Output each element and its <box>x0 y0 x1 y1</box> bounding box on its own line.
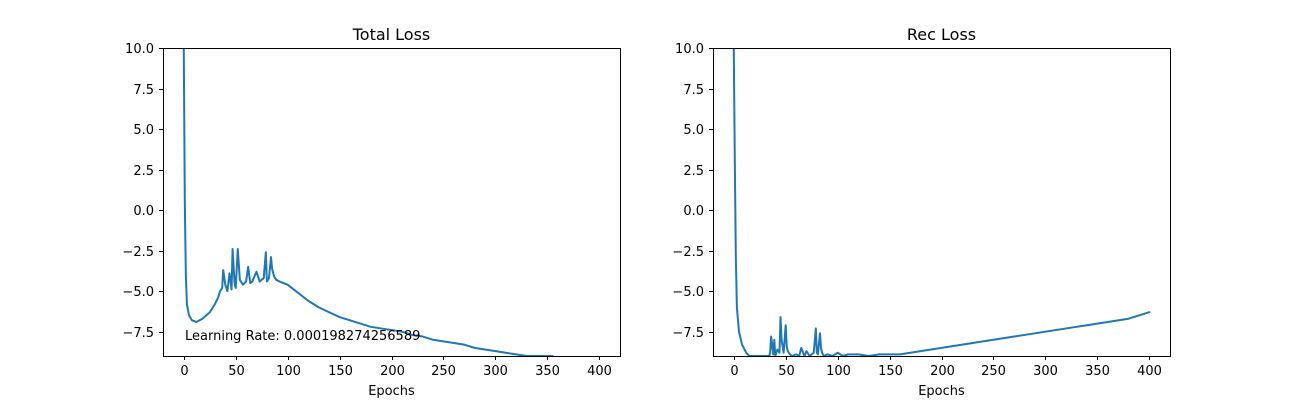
x-tick-label: 350 <box>535 364 560 379</box>
learning-rate-annotation: Learning Rate: 0.000198274256589 <box>185 329 420 344</box>
y-tick-label: 5.0 <box>133 123 154 138</box>
x-tick-label: 300 <box>1033 364 1058 379</box>
x-tick-label: 100 <box>276 364 301 379</box>
y-tick-label: −5.0 <box>122 285 154 300</box>
x-tick-label: 350 <box>1085 364 1110 379</box>
y-tick-label: 7.5 <box>683 83 704 98</box>
x-tick-label: 150 <box>328 364 353 379</box>
plot-frame <box>713 48 1171 357</box>
chart-title: Rec Loss <box>907 25 976 44</box>
x-tick-label: 50 <box>778 364 795 379</box>
rec-loss-panel: 0 50 100 150 200 250 300 350 400 −7.5 −5.0 −2.5 0.0 2… <box>672 25 1171 399</box>
x-axis-label: Epochs <box>368 384 415 399</box>
x-tick-label: 200 <box>380 364 405 379</box>
y-tick-label: −7.5 <box>122 326 154 341</box>
y-tick-label: 7.5 <box>133 83 154 98</box>
plot-frame <box>163 48 621 357</box>
total-loss-panel: 0 50 100 150 200 250 300 350 400 −7.5 −5.0 −2.5 0.0 2… <box>122 25 621 399</box>
x-tick-label: 150 <box>878 364 903 379</box>
y-tick-label: 2.5 <box>683 164 704 179</box>
y-tick-label: 10.0 <box>675 42 704 57</box>
x-tick-label: 250 <box>981 364 1006 379</box>
y-tick-label: 2.5 <box>133 164 154 179</box>
y-tick-label: 5.0 <box>683 123 704 138</box>
x-tick-label: 400 <box>1137 364 1162 379</box>
series-line <box>732 48 1151 356</box>
x-tick-label: 200 <box>930 364 955 379</box>
x-tick-label: 0 <box>730 364 738 379</box>
x-tick-label: 300 <box>483 364 508 379</box>
y-tick-label: 10.0 <box>125 42 154 57</box>
x-tick-label: 400 <box>587 364 612 379</box>
y-tick-label: 0.0 <box>133 204 154 219</box>
series-line <box>182 48 554 356</box>
y-tick-label: −5.0 <box>672 285 704 300</box>
x-axis-label: Epochs <box>918 384 965 399</box>
x-tick-label: 100 <box>826 364 851 379</box>
x-tick-label: 250 <box>431 364 456 379</box>
x-tick-label: 50 <box>228 364 245 379</box>
chart-title: Total Loss <box>352 25 431 44</box>
y-tick-label: 0.0 <box>683 204 704 219</box>
y-tick-label: −2.5 <box>672 245 704 260</box>
y-tick-label: −7.5 <box>672 326 704 341</box>
y-tick-label: −2.5 <box>122 245 154 260</box>
x-tick-label: 0 <box>180 364 188 379</box>
